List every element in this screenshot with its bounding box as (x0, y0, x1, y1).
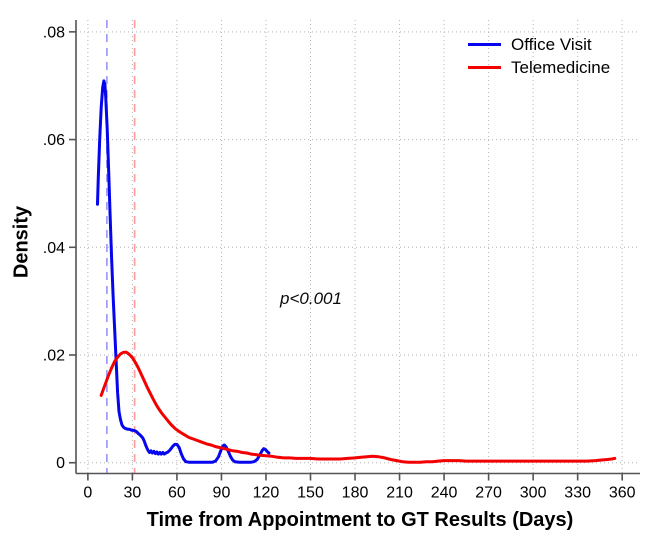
x-tick-label: 270 (475, 485, 502, 502)
y-tick-label: .06 (43, 132, 65, 149)
y-tick-label: .04 (43, 240, 65, 257)
x-tick-label: 240 (431, 485, 458, 502)
x-tick-label: 120 (253, 485, 280, 502)
x-tick-label: 300 (520, 485, 547, 502)
y-tick-label: 0 (56, 455, 65, 472)
y-axis-title: Density (10, 205, 33, 279)
x-tick-label: 180 (342, 485, 369, 502)
legend-entry-office-visit: Office Visit (468, 33, 610, 56)
y-tick-label: .02 (43, 348, 65, 365)
x-tick-label: 360 (609, 485, 636, 502)
x-tick-label: 60 (168, 485, 186, 502)
office-visit-curve (96, 79, 271, 464)
x-tick-label: 210 (386, 485, 413, 502)
office-visit-line-swatch (468, 43, 501, 46)
x-tick-label: 150 (297, 485, 324, 502)
p-value-annotation: p<0.001 (280, 289, 342, 308)
x-tick-label: 330 (564, 485, 591, 502)
legend-entry-telemedicine: Telemedicine (468, 56, 610, 79)
x-tick-label: 0 (83, 485, 92, 502)
x-tick-label: 30 (124, 485, 142, 502)
legend-label-office-visit: Office Visit (511, 34, 592, 54)
x-axis-title: Time from Appointment to GT Results (Day… (146, 509, 574, 531)
y-tick-label: .08 (43, 24, 65, 41)
telemedicine-curve (99, 350, 617, 464)
telemedicine-line-swatch (468, 66, 501, 69)
legend: Office Visit Telemedicine (468, 33, 610, 79)
legend-label-telemedicine: Telemedicine (511, 57, 611, 77)
x-tick-label: 90 (213, 485, 231, 502)
